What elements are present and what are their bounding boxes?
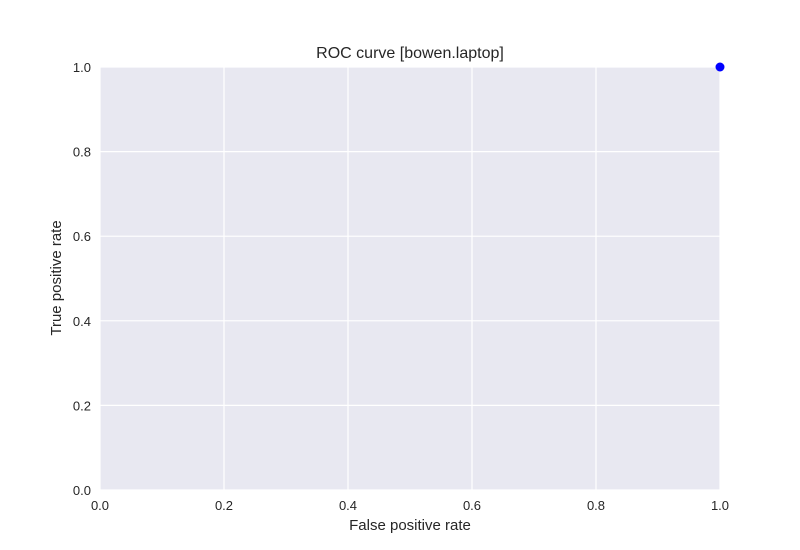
y-tick-label: 0.0 (73, 483, 91, 498)
x-tick-label: 0.6 (463, 498, 481, 513)
y-tick-label: 0.4 (73, 314, 91, 329)
x-tick-label: 0.2 (215, 498, 233, 513)
x-tick-label: 1.0 (711, 498, 729, 513)
x-tick-label: 0.4 (339, 498, 357, 513)
y-tick-label: 0.8 (73, 145, 91, 160)
y-axis-label: True positive rate (48, 220, 65, 335)
chart-title: ROC curve [bowen.laptop] (316, 45, 504, 62)
x-axis-label: False positive rate (349, 517, 471, 534)
roc-series (715, 62, 725, 72)
plot-area (100, 67, 720, 490)
y-tick-label: 1.0 (73, 60, 91, 75)
y-axis-ticks: 0.0 0.2 0.4 0.6 0.8 1.0 (73, 60, 91, 498)
x-tick-label: 0.0 (91, 498, 109, 513)
y-tick-label: 0.6 (73, 229, 91, 244)
x-axis-ticks: 0.0 0.2 0.4 0.6 0.8 1.0 (91, 498, 729, 513)
x-tick-label: 0.8 (587, 498, 605, 513)
roc-point (715, 62, 725, 72)
y-tick-label: 0.2 (73, 398, 91, 413)
grid-lines (99, 66, 721, 491)
